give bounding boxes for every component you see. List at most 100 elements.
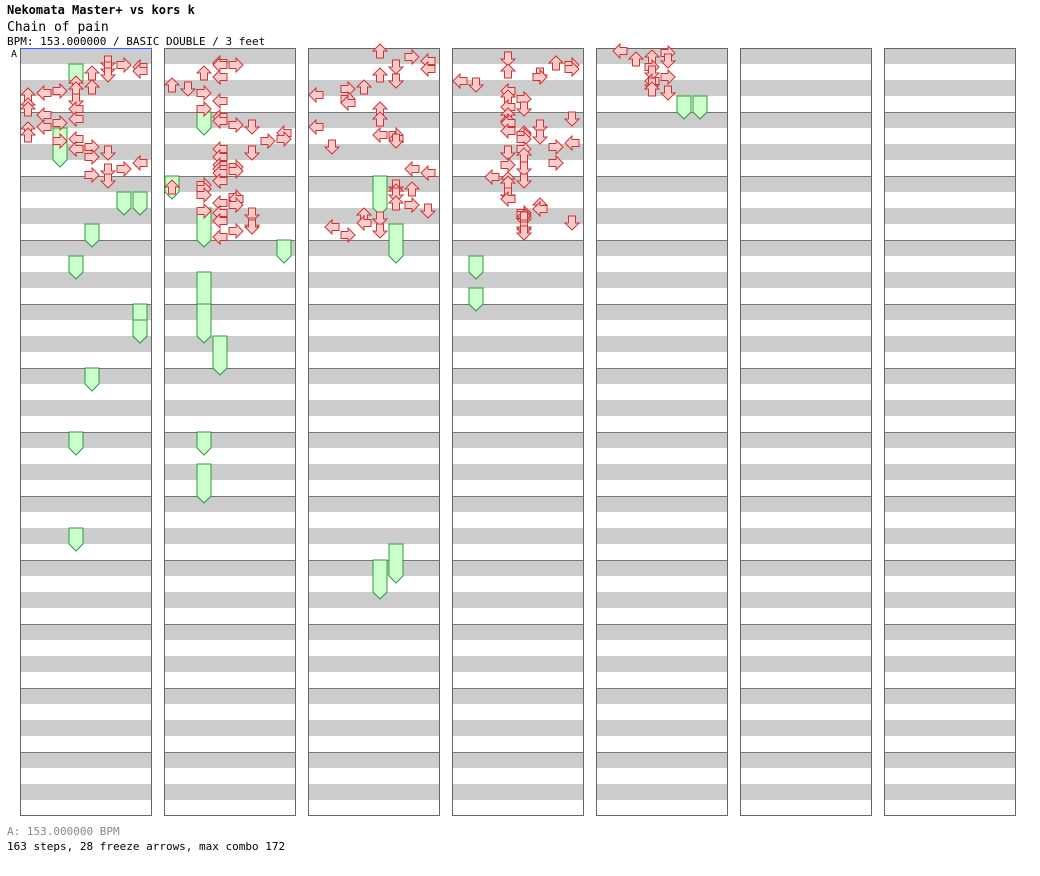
beat-stripe xyxy=(884,720,1016,736)
beat-stripe xyxy=(452,688,584,704)
beat-stripe xyxy=(740,592,872,608)
bpm-legend: A: 153.000000 BPM xyxy=(7,825,120,838)
beat-stripe xyxy=(740,784,872,800)
beat-stripe xyxy=(308,528,440,544)
step-arrow-icon xyxy=(228,196,244,214)
step-arrow-icon xyxy=(371,111,389,127)
chart-title: Nekomata Master+ vs kors k xyxy=(7,3,195,17)
beat-stripe xyxy=(20,272,152,288)
step-arrow-icon xyxy=(643,81,661,97)
beat-stripe xyxy=(740,48,872,64)
step-arrow-icon xyxy=(403,181,421,197)
beat-stripe xyxy=(596,752,728,768)
beat-stripe xyxy=(452,528,584,544)
beat-stripe xyxy=(740,688,872,704)
step-arrow-icon xyxy=(531,129,549,145)
column-border xyxy=(452,48,584,816)
beat-stripe xyxy=(308,784,440,800)
beat-stripe xyxy=(596,688,728,704)
beat-stripe xyxy=(308,688,440,704)
freeze-arrow xyxy=(196,431,212,456)
step-arrow-icon xyxy=(515,101,533,117)
beat-stripe xyxy=(740,144,872,160)
step-arrow-icon xyxy=(515,173,533,189)
step-arrow-icon xyxy=(68,140,84,158)
beat-stripe xyxy=(452,400,584,416)
beat-stripe xyxy=(308,112,440,128)
beat-stripe xyxy=(20,496,152,512)
beat-stripe xyxy=(308,304,440,320)
step-arrow-icon xyxy=(500,190,516,208)
step-arrow-icon xyxy=(276,130,292,148)
beat-stripe xyxy=(20,176,152,192)
step-arrow-icon xyxy=(212,172,228,190)
beat-stripe xyxy=(740,272,872,288)
step-arrow-icon xyxy=(228,162,244,180)
beat-stripe xyxy=(20,208,152,224)
step-arrow-icon xyxy=(99,67,117,83)
step-arrow-icon xyxy=(500,122,516,140)
beat-stripe xyxy=(20,304,152,320)
beat-stripe xyxy=(308,592,440,608)
freeze-arrow xyxy=(68,527,84,552)
beat-stripe xyxy=(308,656,440,672)
step-arrow-icon xyxy=(659,53,677,69)
step-arrow-icon xyxy=(132,154,148,172)
freeze-arrow xyxy=(692,95,708,120)
beat-stripe xyxy=(452,80,584,96)
step-arrow-icon xyxy=(36,118,52,136)
beat-stripe xyxy=(740,496,872,512)
step-arrow-icon xyxy=(212,212,228,230)
step-arrow-icon xyxy=(19,127,37,143)
step-arrow-icon xyxy=(84,148,100,166)
beat-stripe xyxy=(884,464,1016,480)
step-arrow-icon xyxy=(355,79,373,95)
chart-stats: 163 steps, 28 freeze arrows, max combo 1… xyxy=(7,840,286,853)
beat-stripe xyxy=(884,752,1016,768)
beat-stripe xyxy=(884,496,1016,512)
step-arrow-icon xyxy=(19,101,37,117)
step-arrow-icon xyxy=(564,60,580,78)
freeze-arrow xyxy=(276,239,292,264)
step-arrow-icon xyxy=(404,160,420,178)
beat-stripe xyxy=(596,176,728,192)
beat-stripe xyxy=(164,496,296,512)
beat-stripe xyxy=(164,80,296,96)
step-arrow-icon xyxy=(499,51,517,67)
freeze-arrow xyxy=(116,191,132,216)
step-arrow-icon xyxy=(260,132,276,150)
beat-stripe xyxy=(596,464,728,480)
step-arrow-icon xyxy=(179,81,197,97)
beat-stripe xyxy=(884,144,1016,160)
step-arrow-icon xyxy=(612,42,628,60)
step-arrow-icon xyxy=(371,67,389,83)
beat-stripe xyxy=(740,432,872,448)
beat-stripe xyxy=(20,464,152,480)
beat-stripe xyxy=(596,432,728,448)
beat-stripe xyxy=(20,528,152,544)
beat-stripe xyxy=(452,176,584,192)
beat-stripe xyxy=(596,592,728,608)
step-arrow-icon xyxy=(532,68,548,86)
beat-stripe xyxy=(884,176,1016,192)
step-arrow-icon xyxy=(243,219,261,235)
beat-stripe xyxy=(596,368,728,384)
step-arrow-icon xyxy=(340,94,356,112)
step-arrow-icon xyxy=(548,154,564,172)
beat-stripe xyxy=(164,784,296,800)
step-arrow-icon xyxy=(387,187,405,203)
step-arrow-icon xyxy=(419,203,437,219)
beat-stripe xyxy=(740,624,872,640)
beat-stripe xyxy=(20,592,152,608)
step-arrow-icon xyxy=(627,51,645,67)
beat-stripe xyxy=(308,624,440,640)
beat-stripe xyxy=(596,272,728,288)
beat-stripe xyxy=(164,240,296,256)
beat-stripe xyxy=(452,720,584,736)
step-arrow-icon xyxy=(387,195,405,211)
beat-stripe xyxy=(884,624,1016,640)
beat-stripe xyxy=(596,624,728,640)
beat-stripe xyxy=(308,240,440,256)
beat-stripe xyxy=(308,400,440,416)
